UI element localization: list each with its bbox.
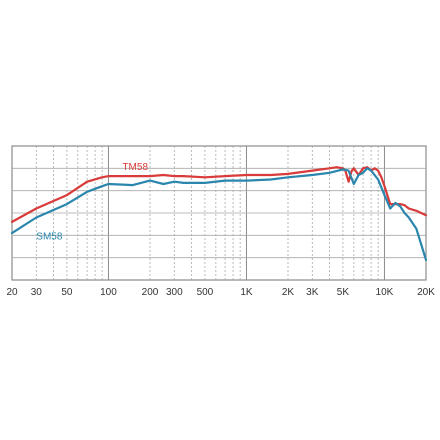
- series-lines: [10, 166, 428, 261]
- x-tick-label: 3K: [306, 287, 319, 298]
- grid: [12, 146, 426, 280]
- x-tick-label: 100: [100, 287, 117, 298]
- x-tick-label: 5K: [337, 287, 350, 298]
- series-label-sm58: SM58: [36, 231, 63, 242]
- x-tick-label: 200: [142, 287, 159, 298]
- x-tick-label: 1K: [240, 287, 253, 298]
- x-tick-label: 30: [31, 287, 43, 298]
- series-line-sm58: [10, 167, 428, 261]
- x-tick-label: 20: [6, 287, 18, 298]
- x-tick-label: 2K: [282, 287, 295, 298]
- series-labels: TM58 SM58: [36, 162, 148, 242]
- x-tick-label: 500: [197, 287, 214, 298]
- x-tick-label: 10K: [376, 287, 394, 298]
- x-tick-label: 300: [166, 287, 183, 298]
- x-tick-label: 20K: [417, 287, 435, 298]
- x-axis-tick-labels: 20 30 50 100 200 300 500 1K 2K 3K 5K 10K 20K: [6, 287, 435, 298]
- series-label-tm58: TM58: [122, 162, 148, 173]
- series-line-tm58: [10, 166, 428, 223]
- x-tick-label: 50: [61, 287, 73, 298]
